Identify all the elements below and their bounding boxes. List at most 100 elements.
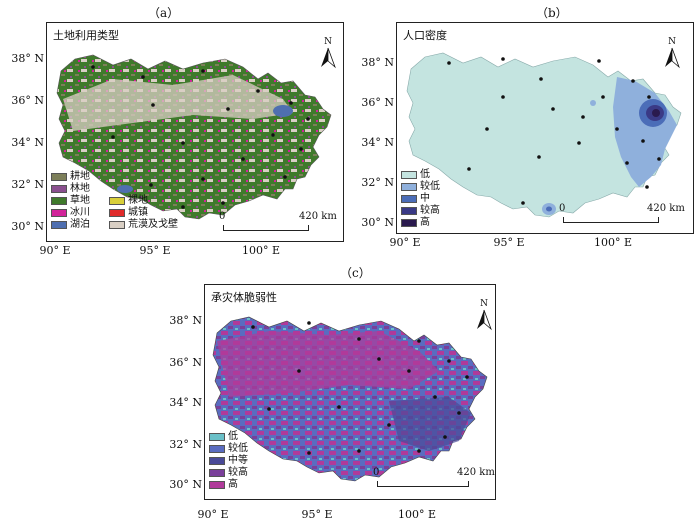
legend-item: 湖泊	[51, 219, 90, 231]
lat-label: 38° N	[361, 56, 394, 69]
lat-label: 34° N	[11, 136, 44, 149]
lon-label: 90° E	[389, 236, 421, 249]
scale-bar	[377, 481, 469, 487]
swatch	[209, 469, 225, 477]
legend-label: 城镇	[128, 207, 148, 218]
panel-a-map: 土地利用类型 耕地 林地 草地 冰川 湖泊 裸地 城镇 荒漠及戈壁 0 420 …	[46, 22, 344, 242]
station-points	[447, 57, 661, 205]
north-label: N	[324, 37, 332, 47]
north-label: N	[480, 299, 488, 309]
panel-a-region	[56, 54, 332, 220]
swatch	[109, 221, 125, 229]
station-points	[251, 321, 469, 455]
north-arrow-icon: N	[473, 299, 495, 331]
panel-b-label: （b）	[536, 6, 568, 20]
scale-zero: 0	[373, 467, 380, 478]
swatch	[51, 209, 67, 217]
legend-label: 低	[228, 431, 238, 442]
lake-qinghai	[273, 105, 293, 117]
legend-label: 中等	[228, 455, 248, 466]
north-arrow-icon: N	[661, 37, 683, 69]
panel-a-title: 土地利用类型	[53, 29, 119, 42]
north-arrow-icon: N	[317, 37, 339, 69]
legend-label: 荒漠及戈壁	[128, 219, 178, 230]
legend-label: 高	[420, 217, 430, 228]
legend-label: 林地	[70, 183, 90, 194]
scale-zero: 0	[219, 211, 226, 222]
swatch	[401, 207, 417, 215]
lat-label: 30° N	[169, 478, 202, 491]
swatch	[401, 171, 417, 179]
legend-label: 较高	[420, 205, 440, 216]
legend-item: 低	[401, 169, 440, 181]
swatch	[109, 209, 125, 217]
lat-label: 36° N	[361, 96, 394, 109]
legend-label: 低	[420, 169, 430, 180]
lon-label: 90° E	[197, 508, 229, 521]
legend-label: 中	[420, 193, 430, 204]
legend-item: 林地	[51, 183, 90, 195]
legend-item: 冰川	[51, 207, 90, 219]
lat-label: 38° N	[169, 314, 202, 327]
legend-item: 中	[401, 193, 440, 205]
legend-item: 中等	[209, 455, 248, 467]
panel-c-map: 承灾体脆弱性 低 较低 中等 较高 高 0 420 km N	[204, 284, 496, 500]
lat-label: 32° N	[11, 178, 44, 191]
vulnerability-high	[217, 331, 439, 397]
legend-item: 较低	[401, 181, 440, 193]
lon-label: 100° E	[241, 244, 281, 257]
panel-a-legend-2: 裸地 城镇 荒漠及戈壁	[109, 195, 178, 231]
swatch	[401, 219, 417, 227]
legend-item: 城镇	[109, 207, 178, 219]
station-points	[91, 65, 310, 209]
lon-label: 95° E	[301, 508, 333, 521]
lat-label: 30° N	[11, 220, 44, 233]
legend-item: 较高	[209, 467, 248, 479]
legend-label: 耕地	[70, 171, 90, 182]
legend-item: 较高	[401, 205, 440, 217]
lon-label: 100° E	[593, 236, 633, 249]
legend-label: 较低	[228, 443, 248, 454]
legend-item: 荒漠及戈壁	[109, 219, 178, 231]
swatch	[51, 221, 67, 229]
scale-distance: 420 km	[457, 467, 495, 478]
lon-label: 100° E	[397, 508, 437, 521]
scale-distance: 420 km	[647, 203, 685, 214]
legend-item: 较低	[209, 443, 248, 455]
scale-distance: 420 km	[299, 211, 337, 222]
legend-label: 较低	[420, 181, 440, 192]
panel-c-title: 承灾体脆弱性	[211, 291, 277, 304]
scale-zero: 0	[559, 203, 566, 214]
lon-label: 95° E	[493, 236, 525, 249]
legend-item: 耕地	[51, 171, 90, 183]
swatch	[51, 185, 67, 193]
swatch	[209, 481, 225, 489]
panel-c-legend: 低 较低 中等 较高 高	[209, 431, 248, 491]
legend-item: 高	[401, 217, 440, 229]
lake-south	[117, 185, 133, 193]
north-label: N	[668, 37, 676, 47]
lat-label: 32° N	[169, 438, 202, 451]
legend-item: 低	[209, 431, 248, 443]
swatch	[51, 197, 67, 205]
legend-label: 较高	[228, 467, 248, 478]
lat-label: 34° N	[361, 136, 394, 149]
vulnerability-mid	[389, 397, 471, 451]
legend-item: 裸地	[109, 195, 178, 207]
lat-label: 38° N	[11, 52, 44, 65]
lat-label: 36° N	[11, 94, 44, 107]
legend-label: 高	[228, 479, 238, 490]
lat-label: 32° N	[361, 176, 394, 189]
swatch	[209, 433, 225, 441]
panel-c-region	[212, 316, 488, 482]
lon-label: 90° E	[39, 244, 71, 257]
desert-region	[63, 75, 293, 131]
swatch	[401, 183, 417, 191]
legend-label: 冰川	[70, 207, 90, 218]
density-top	[652, 109, 660, 117]
swatch	[209, 445, 225, 453]
panel-b-title: 人口密度	[403, 29, 447, 42]
legend-item: 草地	[51, 195, 90, 207]
swatch	[401, 195, 417, 203]
scale-bar	[563, 217, 659, 223]
